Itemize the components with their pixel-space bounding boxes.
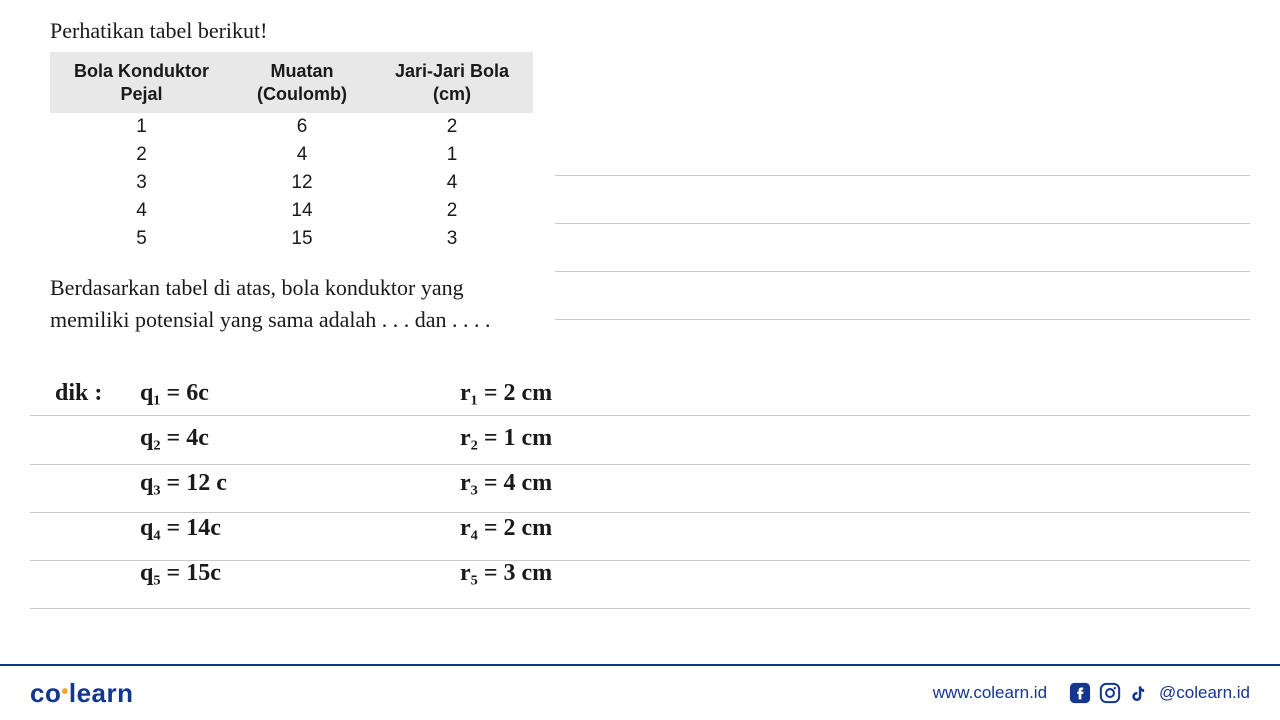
cell: 6 xyxy=(233,113,371,141)
table-header-3: Jari-Jari Bola (cm) xyxy=(371,52,533,113)
hw-r: r₂ = 1 cm xyxy=(460,425,760,452)
th2-line1: Muatan xyxy=(270,61,333,81)
hw-row: q₅ = 15c r₅ = 3 cm xyxy=(55,560,760,587)
tiktok-icon xyxy=(1129,682,1151,704)
cell: 1 xyxy=(50,113,233,141)
logo-learn: learn xyxy=(69,678,134,708)
instagram-icon xyxy=(1099,682,1121,704)
cell: 1 xyxy=(371,141,533,169)
hw-q: q₅ = 15c xyxy=(140,560,460,587)
instruction-text: Perhatikan tabel berikut! xyxy=(50,18,1250,44)
rule-line xyxy=(555,223,1250,224)
th1-line2: Pejal xyxy=(120,84,162,104)
hw-r: r₄ = 2 cm xyxy=(460,515,760,542)
ruled-short-lines xyxy=(30,175,1250,367)
footer: co•learn www.colearn.id @colearn.id xyxy=(0,664,1280,720)
hw-r: r₃ = 4 cm xyxy=(460,470,760,497)
rule-line xyxy=(555,319,1250,320)
brand-logo: co•learn xyxy=(30,678,134,709)
website-url: www.colearn.id xyxy=(933,683,1047,703)
hw-prefix: dik : xyxy=(55,380,140,407)
table-header-2: Muatan (Coulomb) xyxy=(233,52,371,113)
hw-r: r₁ = 2 cm xyxy=(460,380,760,407)
social-handle: @colearn.id xyxy=(1159,683,1250,703)
hw-row: q₂ = 4c r₂ = 1 cm xyxy=(55,425,760,452)
table-row: 1 6 2 xyxy=(50,113,533,141)
hw-q: q₂ = 4c xyxy=(140,425,460,452)
rule-line xyxy=(555,175,1250,176)
cell: 2 xyxy=(50,141,233,169)
facebook-icon xyxy=(1069,682,1091,704)
table-header-row: Bola Konduktor Pejal Muatan (Coulomb) Ja… xyxy=(50,52,533,113)
hw-q: q₁ = 6c xyxy=(140,380,460,407)
full-rule-line xyxy=(30,608,1250,609)
th2-line2: (Coulomb) xyxy=(257,84,347,104)
cell: 2 xyxy=(371,113,533,141)
rule-line xyxy=(555,271,1250,272)
footer-right: www.colearn.id @colearn.id xyxy=(933,682,1250,704)
hw-q: q₄ = 14c xyxy=(140,515,460,542)
hw-row: q₄ = 14c r₄ = 2 cm xyxy=(55,515,760,542)
handwritten-work: dik : q₁ = 6c r₁ = 2 cm q₂ = 4c r₂ = 1 c… xyxy=(55,380,760,605)
hw-q: q₃ = 12 c xyxy=(140,470,460,497)
social-icons: @colearn.id xyxy=(1069,682,1250,704)
hw-r: r₅ = 3 cm xyxy=(460,560,760,587)
table-row: 2 4 1 xyxy=(50,141,533,169)
hw-row: dik : q₁ = 6c r₁ = 2 cm xyxy=(55,380,760,407)
table-header-1: Bola Konduktor Pejal xyxy=(50,52,233,113)
th1-line1: Bola Konduktor xyxy=(74,61,209,81)
logo-co: co xyxy=(30,678,61,708)
th3-line1: Jari-Jari Bola xyxy=(395,61,509,81)
logo-dot-icon: • xyxy=(61,681,69,704)
hw-row: q₃ = 12 c r₃ = 4 cm xyxy=(55,470,760,497)
th3-line2: (cm) xyxy=(433,84,471,104)
cell: 4 xyxy=(233,141,371,169)
